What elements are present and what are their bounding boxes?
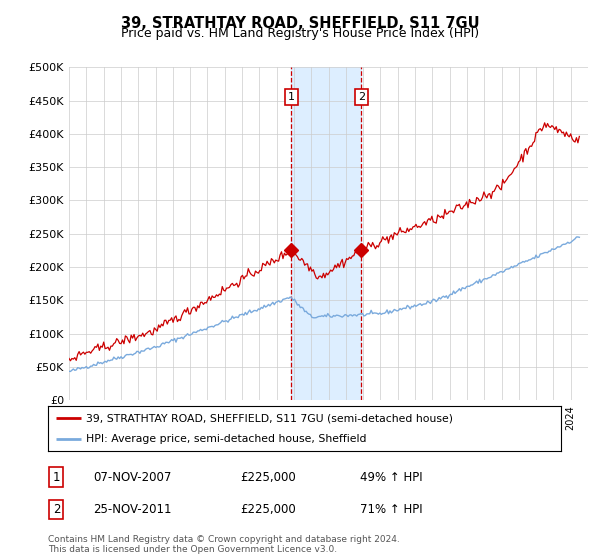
Text: 07-NOV-2007: 07-NOV-2007: [93, 470, 172, 484]
Text: 25-NOV-2011: 25-NOV-2011: [93, 503, 172, 516]
Text: 49% ↑ HPI: 49% ↑ HPI: [360, 470, 422, 484]
Text: 2: 2: [358, 92, 365, 102]
Text: Contains HM Land Registry data © Crown copyright and database right 2024.
This d: Contains HM Land Registry data © Crown c…: [48, 535, 400, 554]
Text: £225,000: £225,000: [240, 470, 296, 484]
Text: 71% ↑ HPI: 71% ↑ HPI: [360, 503, 422, 516]
Text: 1: 1: [288, 92, 295, 102]
Text: £225,000: £225,000: [240, 503, 296, 516]
Text: HPI: Average price, semi-detached house, Sheffield: HPI: Average price, semi-detached house,…: [86, 433, 367, 444]
Bar: [292, 67, 361, 400]
Text: 2: 2: [53, 503, 60, 516]
Text: 1: 1: [53, 470, 60, 484]
Text: 39, STRATHTAY ROAD, SHEFFIELD, S11 7GU (semi-detached house): 39, STRATHTAY ROAD, SHEFFIELD, S11 7GU (…: [86, 413, 454, 423]
Text: 39, STRATHTAY ROAD, SHEFFIELD, S11 7GU: 39, STRATHTAY ROAD, SHEFFIELD, S11 7GU: [121, 16, 479, 31]
Text: Price paid vs. HM Land Registry's House Price Index (HPI): Price paid vs. HM Land Registry's House …: [121, 27, 479, 40]
